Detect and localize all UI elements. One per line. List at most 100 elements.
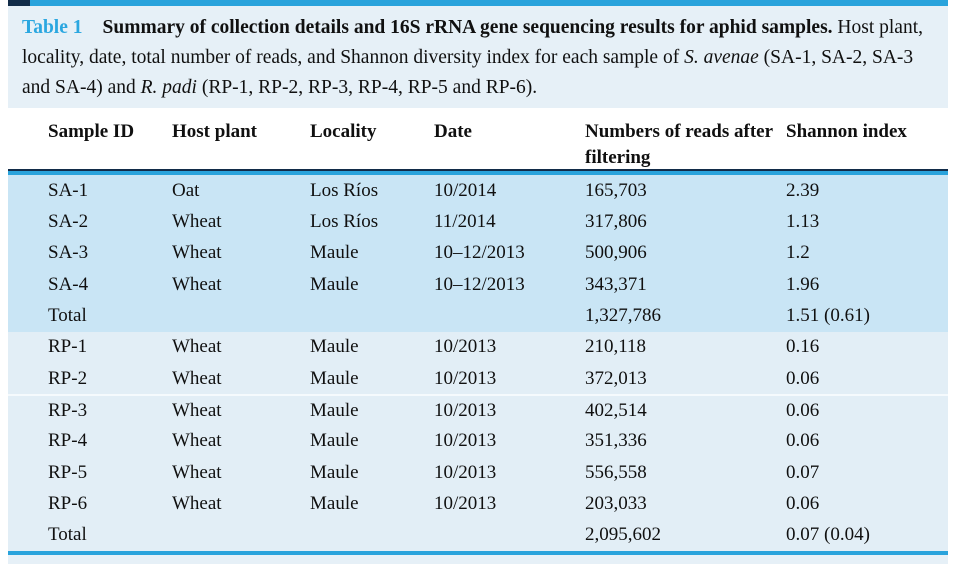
cell: RP-3 [48, 399, 88, 421]
cell: 402,514 [585, 399, 647, 421]
cell: 10/2013 [434, 430, 497, 452]
table-row: RP-4 Wheat Maule 10/2013 351,336 0.06 [8, 425, 948, 457]
cell: 10/2013 [434, 461, 497, 483]
column-header: Locality [310, 121, 377, 142]
table-row: SA-2 Wheat Los Ríos 11/2014 317,806 1.13 [8, 206, 948, 238]
cell: 1.2 [786, 242, 810, 264]
table-header: Sample ID Host plant Locality Date Numbers o… [8, 108, 948, 169]
cell: RP-1 [48, 336, 88, 358]
cell: Wheat [172, 210, 222, 232]
column-header: Sample ID [48, 121, 135, 142]
cell: SA-2 [48, 210, 89, 232]
cell: 2,095,602 [585, 524, 661, 546]
cell: Total [48, 524, 87, 546]
top-rule [8, 0, 948, 6]
table-row: SA-4 Wheat Maule 10–12/2013 343,371 1.96 [8, 268, 948, 301]
cell: 556,558 [585, 461, 647, 483]
cell: 2.39 [786, 179, 820, 201]
cell: Wheat [172, 367, 222, 389]
cell: 0.07 [786, 461, 820, 483]
cell: 10/2013 [434, 336, 497, 358]
cell: Oat [172, 179, 200, 201]
table-row: RP-3 Wheat Maule 10/2013 402,514 0.06 [8, 394, 948, 426]
table-body: SA-1 Oat Los Ríos 10/2014 165,703 2.39 SA-2 Whe… [8, 175, 948, 551]
cell: Maule [310, 336, 359, 358]
cell: 343,371 [585, 273, 647, 295]
table-label: Table 1 [22, 17, 83, 38]
cell: 0.06 [786, 367, 820, 389]
cell: 10/2013 [434, 367, 497, 389]
table-row: RP-1 Wheat Maule 10/2013 210,118 0.16 [8, 331, 948, 363]
table-row: RP-2 Wheat Maule 10/2013 372,013 0.06 [8, 362, 948, 395]
cell: 500,906 [585, 242, 647, 264]
cell: 0.06 [786, 492, 820, 514]
cell: 10/2014 [434, 179, 497, 201]
table-row: SA-1 Oat Los Ríos 10/2014 165,703 2.39 [8, 175, 948, 207]
cell: 0.06 [786, 430, 820, 452]
caption-segment: Summary of collection details and 16S rR… [102, 17, 833, 38]
cell: Wheat [172, 242, 222, 264]
cell: Los Ríos [310, 210, 379, 232]
table-row: Total 2,095,602 0.07 (0.04) [8, 519, 948, 551]
cell: 10–12/2013 [434, 273, 525, 295]
cell: 1.13 [786, 210, 820, 232]
cell: RP-2 [48, 367, 88, 389]
table-row: RP-5 Wheat Maule 10/2013 556,558 0.07 [8, 456, 948, 489]
cell: Maule [310, 430, 359, 452]
cell: 1,327,786 [585, 304, 661, 326]
bottom-rule [8, 550, 948, 555]
cell: RP-6 [48, 492, 88, 514]
caption-segment: (RP-1, RP-2, RP-3, RP-4, RP-5 and RP-6). [196, 77, 538, 98]
table-row: SA-3 Wheat Maule 10–12/2013 500,906 1.2 [8, 237, 948, 269]
cell: Wheat [172, 399, 222, 421]
cell: 0.06 [786, 399, 820, 421]
cell: Wheat [172, 336, 222, 358]
cell: Wheat [172, 273, 222, 295]
cell: 317,806 [585, 210, 647, 232]
cell: 372,013 [585, 367, 647, 389]
cell: Total [48, 304, 87, 326]
cell: 210,118 [585, 336, 647, 358]
cell: 0.07 (0.04) [786, 524, 870, 546]
bottom-pad [8, 554, 948, 564]
cell: 10/2013 [434, 492, 497, 514]
column-header: Date [434, 121, 472, 142]
cell: 11/2014 [434, 210, 496, 232]
cell: 0.16 [786, 336, 820, 358]
cell: SA-4 [48, 273, 89, 295]
cell: Maule [310, 492, 359, 514]
cell: Los Ríos [310, 179, 379, 201]
table-caption: Table 1 Summary of collection details and… [8, 6, 948, 108]
cell: 10/2013 [434, 399, 497, 421]
cell: Wheat [172, 461, 222, 483]
caption-segment: (SA-1, SA-2, SA-3 and SA-4) and [22, 47, 914, 98]
cell: Maule [310, 367, 359, 389]
caption-segment: R. padi [140, 77, 197, 98]
caption-segment: S. avenae [684, 47, 759, 68]
cell: SA-1 [48, 179, 89, 201]
cell: Maule [310, 273, 359, 295]
cell: Maule [310, 399, 359, 421]
cell: SA-3 [48, 242, 89, 264]
cell: Wheat [172, 430, 222, 452]
column-header: Numbers of reads after filtering [585, 121, 773, 168]
table-caption-text: Table 1 Summary of collection details and… [22, 17, 923, 98]
cell: 1.96 [786, 273, 820, 295]
cell: Maule [310, 242, 359, 264]
column-header: Host plant [172, 121, 257, 142]
cell: RP-5 [48, 461, 88, 483]
top-rule-dark-cap [8, 0, 30, 6]
cell: Maule [310, 461, 359, 483]
cell: 1.51 (0.61) [786, 304, 870, 326]
table-row: Total 1,327,786 1.51 (0.61) [8, 300, 948, 332]
cell: 165,703 [585, 179, 647, 201]
header-rule [8, 169, 948, 175]
cell: RP-4 [48, 430, 88, 452]
table-row: RP-6 Wheat Maule 10/2013 203,033 0.06 [8, 488, 948, 520]
cell: 10–12/2013 [434, 242, 525, 264]
cell: 351,336 [585, 430, 647, 452]
cell: Wheat [172, 492, 222, 514]
column-header: Shannon index [786, 121, 907, 142]
caption-segment: Host plant, locality, date, total number… [22, 17, 924, 68]
